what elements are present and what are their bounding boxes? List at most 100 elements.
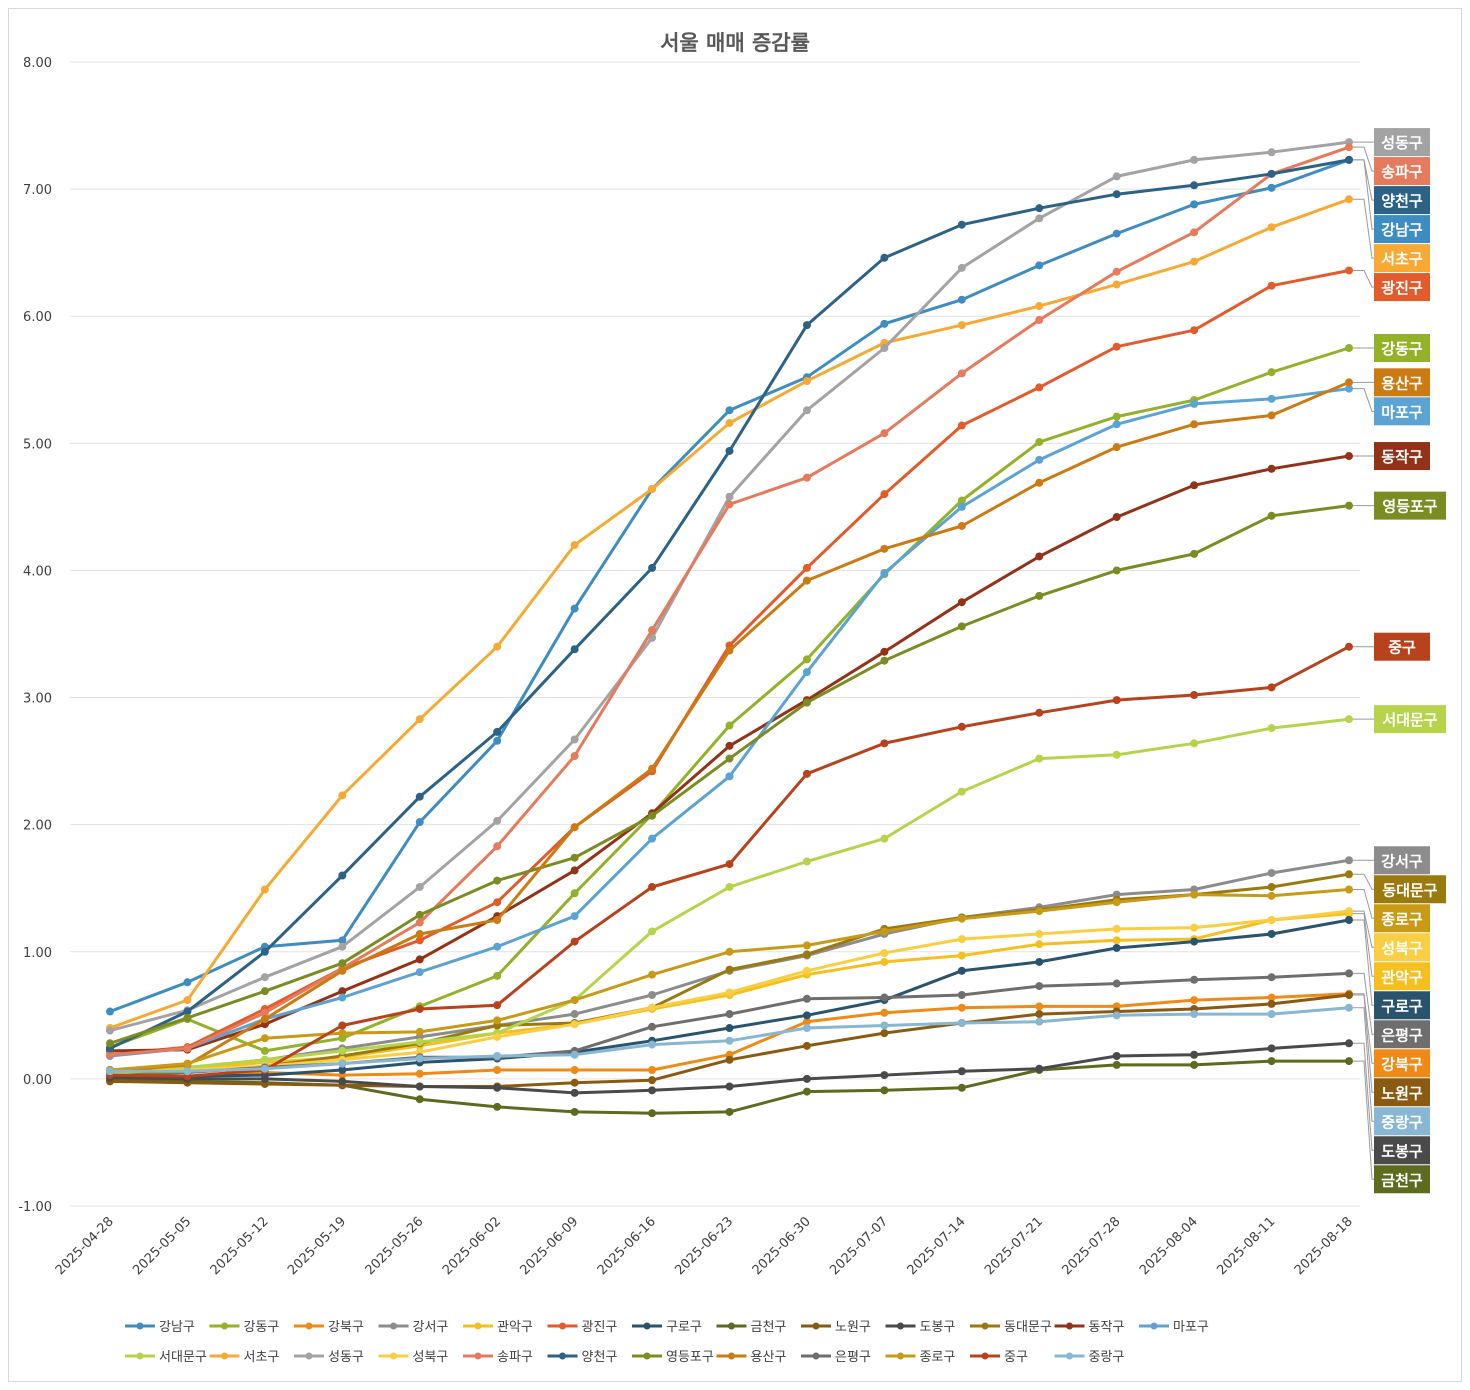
series-영등포구 xyxy=(106,501,1353,1048)
end-label-양천구: 양천구 xyxy=(1353,159,1430,215)
data-point xyxy=(260,947,269,956)
data-point xyxy=(338,1065,347,1074)
data-point xyxy=(415,1069,424,1078)
legend-label: 영등포구 xyxy=(666,1350,714,1365)
leader-line xyxy=(1353,919,1374,1006)
leader-line xyxy=(1353,994,1374,1093)
end-label-text: 종로구 xyxy=(1381,910,1423,928)
data-point xyxy=(1112,1052,1121,1061)
data-point xyxy=(880,739,889,748)
leader-line xyxy=(1353,198,1374,259)
leader-line xyxy=(1353,159,1374,230)
data-point xyxy=(648,1040,657,1049)
data-point xyxy=(1035,478,1044,487)
gridlines xyxy=(70,61,1360,1207)
data-point xyxy=(802,966,811,975)
end-label-text: 중구 xyxy=(1388,639,1416,657)
data-point xyxy=(957,1018,966,1027)
legend-item-서대문구: 서대문구 xyxy=(125,1350,207,1365)
data-point xyxy=(648,1022,657,1031)
end-label-box xyxy=(1374,128,1430,157)
data-point xyxy=(106,1067,114,1076)
data-point xyxy=(880,647,889,656)
data-point xyxy=(415,882,424,891)
legend-marker xyxy=(728,1322,735,1330)
data-point xyxy=(880,1029,889,1038)
y-tick-label: -1.00 xyxy=(18,1200,52,1215)
data-point xyxy=(493,736,502,745)
data-point xyxy=(725,1036,734,1045)
data-point xyxy=(725,1024,734,1033)
data-point xyxy=(570,853,579,862)
data-point xyxy=(1035,261,1044,270)
data-point xyxy=(1190,326,1199,335)
data-point xyxy=(880,253,889,262)
end-label-box xyxy=(1374,705,1446,734)
data-point xyxy=(957,295,966,304)
data-point xyxy=(802,1074,811,1083)
data-point xyxy=(260,987,269,996)
data-point xyxy=(1345,378,1353,387)
legend-label: 강동구 xyxy=(244,1320,280,1335)
data-point xyxy=(802,941,811,950)
data-point xyxy=(1345,856,1353,865)
legend-item-강남구: 강남구 xyxy=(125,1320,195,1335)
data-point xyxy=(1035,438,1044,447)
end-label-box xyxy=(1374,491,1446,520)
end-label-box xyxy=(1374,933,1430,962)
data-point xyxy=(493,727,502,736)
data-point xyxy=(338,1021,347,1030)
legend-marker xyxy=(897,1352,904,1360)
data-point xyxy=(880,568,889,577)
y-tick-label: 2.00 xyxy=(23,819,52,834)
data-point xyxy=(1035,1002,1044,1011)
data-point xyxy=(1190,155,1199,164)
data-point xyxy=(648,970,657,979)
data-point xyxy=(725,882,734,891)
x-tick-label: 2025-05-26 xyxy=(363,1214,427,1278)
legend-label: 금천구 xyxy=(751,1320,787,1335)
data-point xyxy=(183,1007,192,1016)
data-point xyxy=(802,668,811,677)
y-tick-label: 6.00 xyxy=(23,310,52,325)
legend-item-구로구: 구로구 xyxy=(632,1320,702,1335)
data-point xyxy=(1112,898,1121,907)
data-point xyxy=(1190,420,1199,429)
end-label-마포구: 마포구 xyxy=(1353,388,1430,426)
end-label-서대문구: 서대문구 xyxy=(1353,705,1446,734)
data-point xyxy=(1345,384,1353,393)
data-point xyxy=(1345,642,1353,651)
legend-marker xyxy=(559,1352,566,1360)
end-label-box xyxy=(1374,442,1430,471)
x-axis: 2025-04-28 2025-05-05 2025-05-12 2025-05-19… xyxy=(53,1214,1356,1278)
legend-label: 은평구 xyxy=(835,1350,871,1365)
legend-item-광진구: 광진구 xyxy=(547,1320,617,1335)
data-point xyxy=(415,1054,424,1063)
data-point xyxy=(1190,181,1199,190)
data-point xyxy=(493,642,502,651)
data-point xyxy=(338,871,347,880)
x-tick-label: 2025-07-07 xyxy=(827,1214,891,1278)
legend-marker xyxy=(1066,1322,1073,1330)
legend-marker xyxy=(1066,1352,1073,1360)
data-point xyxy=(338,1046,347,1055)
data-point xyxy=(570,1020,579,1029)
data-point xyxy=(1267,511,1276,520)
data-point xyxy=(802,473,811,482)
legend-label: 강남구 xyxy=(159,1320,195,1335)
data-point xyxy=(1345,143,1353,152)
end-label-동작구: 동작구 xyxy=(1353,442,1430,471)
legend-label: 중구 xyxy=(1004,1350,1028,1365)
legend-label: 중랑구 xyxy=(1089,1350,1125,1365)
data-point xyxy=(880,834,889,843)
legend-marker xyxy=(1150,1322,1158,1330)
data-point xyxy=(1267,169,1276,178)
legend-marker xyxy=(643,1322,651,1330)
data-point xyxy=(1190,923,1199,932)
data-point xyxy=(493,876,502,885)
data-point xyxy=(1112,566,1121,575)
end-label-box xyxy=(1374,244,1430,273)
legend-marker xyxy=(897,1322,904,1330)
legend-marker xyxy=(728,1352,735,1360)
leader-line xyxy=(1353,1042,1374,1151)
